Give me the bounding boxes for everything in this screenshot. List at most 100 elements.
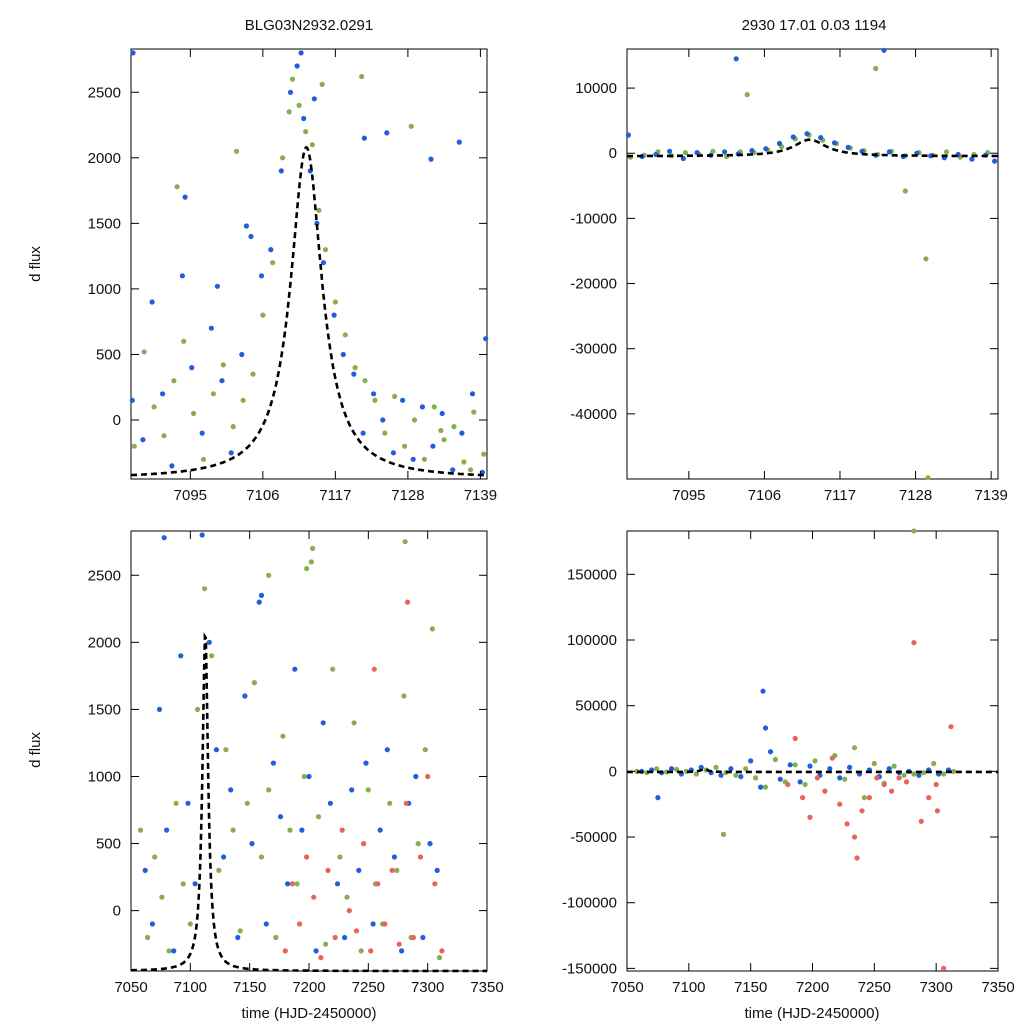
data-point-red [311, 894, 317, 900]
data-point-green [394, 867, 400, 874]
data-point-blue [370, 921, 376, 927]
x-tick-label: 7106 [246, 487, 279, 504]
data-point-green [429, 626, 435, 632]
model-curve [131, 632, 487, 973]
data-point-red [807, 814, 813, 820]
data-point-green [344, 894, 350, 900]
data-point-blue [199, 430, 205, 436]
data-point-green [152, 854, 158, 860]
plot-frame [626, 48, 999, 480]
x-tick-label: 7139 [464, 487, 497, 504]
x-tick-label: 7100 [672, 979, 705, 996]
data-point-blue [400, 397, 406, 403]
x-tick-label: 7200 [796, 979, 829, 996]
y-tick-label: 100000 [567, 632, 617, 649]
data-point-blue [380, 417, 386, 423]
data-point-blue [760, 688, 766, 694]
y-axis-label: d flux [27, 732, 44, 768]
data-point-green [304, 566, 310, 572]
x-tick-label: 7128 [899, 487, 932, 504]
data-point-green [720, 831, 727, 838]
data-point-green [137, 827, 144, 833]
x-tick-label: 7150 [233, 979, 266, 996]
data-point-blue [763, 146, 769, 152]
data-point-blue [916, 772, 922, 778]
data-point-blue [156, 706, 163, 713]
data-point-green [415, 841, 421, 847]
y-tick-label: 150000 [567, 566, 617, 583]
x-axis-label: time (HJD-2450000) [241, 1005, 376, 1022]
data-point-green [187, 921, 193, 927]
y-tick-label: 0 [609, 145, 617, 162]
data-point-red [289, 881, 295, 887]
panel-full-bottom-left: d flux time (HJD-2450000) 7050 7100 7150 72… [27, 530, 504, 1022]
y-tick-label: -50000 [570, 829, 617, 846]
data-point-blue [390, 450, 396, 456]
data-point-blue [311, 96, 317, 102]
data-point-green [316, 207, 322, 213]
data-point-blue [327, 800, 333, 806]
data-point-green [270, 260, 276, 266]
data-point-red [800, 795, 806, 801]
data-point-green [925, 475, 931, 481]
data-point-green [159, 894, 165, 900]
data-point-green [422, 747, 428, 753]
data-point-blue [377, 827, 383, 833]
data-point-green [382, 430, 388, 436]
data-point-green [289, 76, 296, 82]
data-point-red [410, 934, 416, 941]
data-point-blue [208, 325, 214, 331]
data-point-blue [969, 156, 975, 162]
data-point-blue [258, 592, 265, 599]
data-point-green [352, 365, 358, 371]
y-tick-label: 1000 [88, 768, 121, 785]
data-point-blue [192, 881, 198, 887]
data-point-green [337, 854, 343, 860]
data-point-red [432, 881, 438, 887]
data-point-green [151, 404, 157, 410]
y-tick-label: -100000 [562, 895, 617, 912]
data-point-green [713, 764, 719, 771]
model-curve [627, 138, 998, 158]
data-point-blue [413, 773, 419, 780]
plot-frame [130, 530, 488, 972]
data-point-blue [992, 158, 998, 164]
data-point-green [792, 762, 798, 768]
data-point-blue [169, 463, 175, 469]
data-point-green [812, 758, 818, 764]
y-tick-label: -10000 [570, 210, 617, 227]
data-point-red [851, 834, 858, 840]
data-point-green [258, 854, 265, 860]
data-point-blue [818, 135, 824, 141]
data-point-red [439, 948, 445, 954]
data-point-green [309, 142, 315, 148]
data-point-blue [881, 47, 887, 53]
data-point-blue [859, 148, 865, 154]
data-point-red [866, 795, 873, 801]
y-tick-label: -40000 [570, 406, 617, 423]
data-point-blue [182, 194, 188, 200]
data-point-blue [807, 763, 813, 769]
data-point-red [792, 735, 798, 742]
data-point-green [481, 451, 487, 457]
data-points [625, 47, 998, 481]
data-point-green [244, 800, 250, 806]
data-point-green [230, 424, 236, 430]
data-point-red [948, 724, 954, 730]
data-point-blue [239, 351, 245, 358]
data-point-green [174, 184, 180, 190]
data-point-blue [185, 800, 191, 806]
data-point-green [744, 92, 750, 98]
data-point-blue [655, 795, 661, 801]
plot-title-right: 2930 17.01 0.03 1194 [742, 17, 887, 34]
data-point-blue [762, 725, 769, 731]
data-point-green [743, 766, 749, 772]
x-axis-label: time (HJD-2450000) [744, 1005, 879, 1022]
data-point-blue [301, 115, 307, 122]
data-point-blue [351, 371, 357, 377]
data-point-blue [285, 881, 291, 887]
x-tick-label: 7128 [391, 487, 424, 504]
x-tick-label: 7139 [974, 487, 1007, 504]
x-tick-label: 7106 [748, 487, 781, 504]
data-point-green [330, 666, 336, 672]
